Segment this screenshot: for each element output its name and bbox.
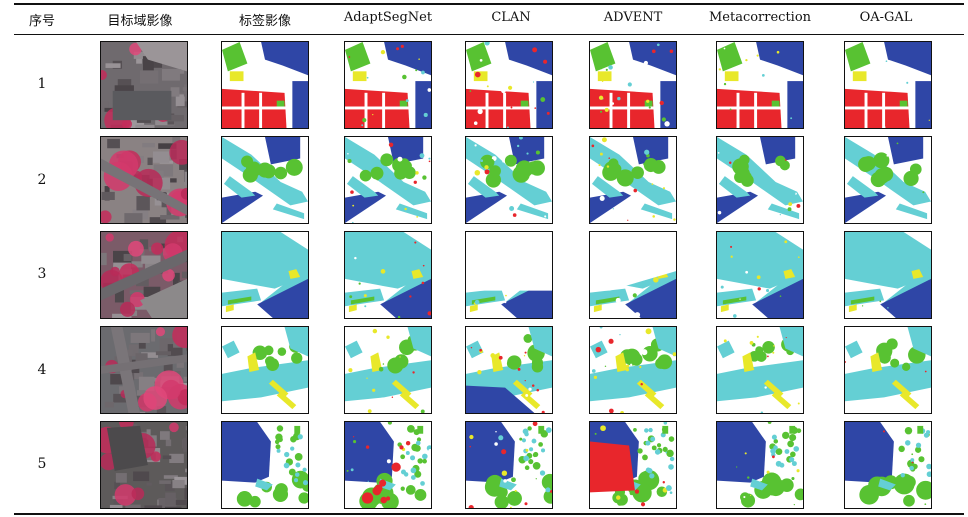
row-4-clan-result xyxy=(465,326,553,414)
row-2-label-image-canvas xyxy=(222,137,308,223)
row-1-metacorrection-result xyxy=(716,41,804,129)
row-3-clan-result-canvas xyxy=(466,232,552,318)
table-bottom-rule xyxy=(14,513,964,515)
row-2-advent-result xyxy=(589,136,677,224)
row-5-label-image xyxy=(221,421,309,509)
row-2-metacorrection-result xyxy=(716,136,804,224)
row-1-metacorrection-result-canvas xyxy=(717,42,803,128)
header-oagal: OA-GAL xyxy=(859,10,913,25)
row-5-label-image-canvas xyxy=(222,422,308,508)
row-5-clan-result-canvas xyxy=(466,422,552,508)
header-metacorrection: Metacorrection xyxy=(708,10,812,25)
row-2-target-image-canvas xyxy=(101,137,187,223)
row-2-oagal-result-canvas xyxy=(845,137,931,223)
row-4-clan-result-canvas xyxy=(466,327,552,413)
row-1-clan-result xyxy=(465,41,553,129)
row-3-target-image xyxy=(100,231,188,319)
row-2-metacorrection-result-canvas xyxy=(717,137,803,223)
header-advent: ADVENT xyxy=(603,10,663,25)
row-4-adaptsegnet-result-canvas xyxy=(345,327,431,413)
row-2-oagal-result xyxy=(844,136,932,224)
row-2-adaptsegnet-result-canvas xyxy=(345,137,431,223)
row-4-target-image xyxy=(100,326,188,414)
row-5-oagal-result xyxy=(844,421,932,509)
row-3-metacorrection-result xyxy=(716,231,804,319)
table-header-rule xyxy=(14,34,964,35)
row-2-label-image xyxy=(221,136,309,224)
row-1-label-image xyxy=(221,41,309,129)
row-5-oagal-result-canvas xyxy=(845,422,931,508)
header-index: 序号 xyxy=(28,14,56,29)
header-target-image: 目标域影像 xyxy=(107,14,173,29)
row-1-oagal-result xyxy=(844,41,932,129)
row-2-clan-result-canvas xyxy=(466,137,552,223)
row-2-adaptsegnet-result xyxy=(344,136,432,224)
row-index-1: 1 xyxy=(37,76,47,92)
row-3-oagal-result-canvas xyxy=(845,232,931,318)
row-5-advent-result-canvas xyxy=(590,422,676,508)
row-4-oagal-result xyxy=(844,326,932,414)
row-5-metacorrection-result-canvas xyxy=(717,422,803,508)
row-2-target-image xyxy=(100,136,188,224)
row-1-clan-result-canvas xyxy=(466,42,552,128)
row-5-target-image-canvas xyxy=(101,422,187,508)
row-index-2: 2 xyxy=(37,172,47,188)
row-5-metacorrection-result xyxy=(716,421,804,509)
row-3-advent-result-canvas xyxy=(590,232,676,318)
row-1-label-image-canvas xyxy=(222,42,308,128)
header-clan: CLAN xyxy=(491,10,531,25)
row-5-advent-result xyxy=(589,421,677,509)
row-1-advent-result-canvas xyxy=(590,42,676,128)
row-1-adaptsegnet-result xyxy=(344,41,432,129)
row-4-oagal-result-canvas xyxy=(845,327,931,413)
row-3-adaptsegnet-result xyxy=(344,231,432,319)
row-1-target-image-canvas xyxy=(101,42,187,128)
row-4-label-image-canvas xyxy=(222,327,308,413)
row-4-label-image xyxy=(221,326,309,414)
row-5-clan-result xyxy=(465,421,553,509)
header-adaptsegnet: AdaptSegNet xyxy=(343,10,433,25)
row-2-advent-result-canvas xyxy=(590,137,676,223)
row-4-advent-result-canvas xyxy=(590,327,676,413)
row-1-oagal-result-canvas xyxy=(845,42,931,128)
row-1-advent-result xyxy=(589,41,677,129)
row-3-label-image-canvas xyxy=(222,232,308,318)
table-top-rule xyxy=(14,3,964,5)
row-3-target-image-canvas xyxy=(101,232,187,318)
header-label-image: 标签影像 xyxy=(238,14,292,29)
row-4-metacorrection-result-canvas xyxy=(717,327,803,413)
row-3-metacorrection-result-canvas xyxy=(717,232,803,318)
row-3-adaptsegnet-result-canvas xyxy=(345,232,431,318)
row-4-target-image-canvas xyxy=(101,327,187,413)
row-index-3: 3 xyxy=(37,266,47,282)
row-4-advent-result xyxy=(589,326,677,414)
row-5-adaptsegnet-result-canvas xyxy=(345,422,431,508)
row-3-advent-result xyxy=(589,231,677,319)
row-4-metacorrection-result xyxy=(716,326,804,414)
row-5-adaptsegnet-result xyxy=(344,421,432,509)
row-index-4: 4 xyxy=(37,362,47,378)
row-1-target-image xyxy=(100,41,188,129)
row-2-clan-result xyxy=(465,136,553,224)
row-3-oagal-result xyxy=(844,231,932,319)
row-3-label-image xyxy=(221,231,309,319)
row-4-adaptsegnet-result xyxy=(344,326,432,414)
row-3-clan-result xyxy=(465,231,553,319)
row-1-adaptsegnet-result-canvas xyxy=(345,42,431,128)
row-5-target-image xyxy=(100,421,188,509)
row-index-5: 5 xyxy=(37,456,47,472)
